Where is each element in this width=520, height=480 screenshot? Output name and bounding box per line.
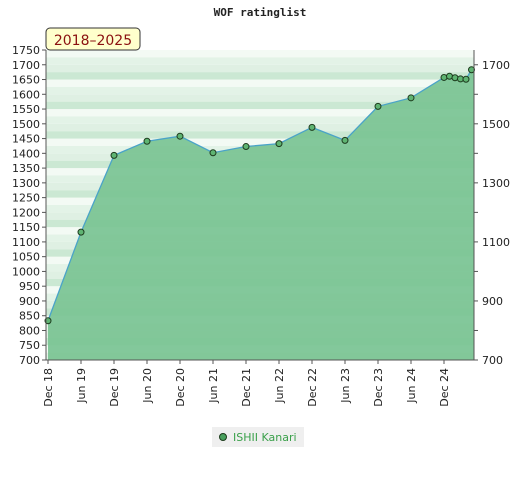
x-tick-label: Dec 22: [306, 368, 319, 407]
data-point: [176, 132, 184, 140]
y-tick-label-left: 750: [19, 339, 40, 352]
bg-band: [46, 50, 474, 58]
bg-band: [46, 138, 474, 146]
y-tick-label-left: 1250: [12, 192, 40, 205]
y-tick-label-left: 1300: [12, 177, 40, 190]
y-tick-label-left: 1400: [12, 147, 40, 160]
y-tick-label-left: 1150: [12, 221, 40, 234]
bg-band: [46, 86, 474, 95]
data-point: [462, 75, 470, 83]
y-tick-label-left: 1050: [12, 251, 40, 264]
y-tick-label-left: 1550: [12, 103, 40, 116]
y-tick-label-right: 1500: [482, 118, 510, 131]
y-tick-label-left: 1100: [12, 236, 40, 249]
x-tick-label: Dec 19: [108, 368, 121, 407]
data-point: [209, 149, 217, 157]
x-tick-label: Jun 19: [75, 368, 88, 404]
y-tick-label-left: 800: [19, 324, 40, 337]
data-point: [77, 228, 85, 236]
y-tick-label-left: 850: [19, 310, 40, 323]
x-tick-label: Dec 23: [372, 368, 385, 407]
bg-band: [46, 57, 474, 65]
y-tick-label-left: 700: [19, 354, 40, 367]
y-tick-label-right: 1300: [482, 177, 510, 190]
bg-band: [46, 101, 474, 110]
y-tick-label-left: 1600: [12, 88, 40, 101]
bg-band: [46, 123, 474, 132]
data-point: [275, 140, 283, 148]
x-tick-label: Dec 21: [240, 368, 253, 407]
y-tick-label-left: 1750: [12, 44, 40, 57]
x-tick-label: Jun 21: [207, 368, 220, 404]
data-point: [440, 73, 448, 81]
legend: ISHII Kanari: [212, 427, 304, 447]
x-tick-label: Jun 23: [339, 368, 352, 404]
y-tick-label-left: 1700: [12, 59, 40, 72]
bg-band: [46, 79, 474, 87]
data-point: [143, 137, 151, 145]
data-point: [110, 151, 118, 159]
y-tick-label-left: 1450: [12, 133, 40, 146]
y-tick-label-left: 1500: [12, 118, 40, 131]
y-tick-label-right: 900: [482, 295, 503, 308]
data-point: [308, 123, 316, 131]
y-tick-label-right: 1100: [482, 236, 510, 249]
bg-band: [46, 116, 474, 124]
x-tick-label: Jun 24: [405, 368, 418, 404]
bg-band: [46, 72, 474, 80]
bg-band: [46, 94, 474, 102]
y-tick-label-left: 1000: [12, 265, 40, 278]
legend-marker: [219, 433, 227, 441]
y-tick-label-left: 1350: [12, 162, 40, 175]
y-tick-label-left: 950: [19, 280, 40, 293]
data-point: [242, 143, 250, 151]
chart-title: WOF ratinglist: [213, 6, 307, 19]
y-tick-label-left: 900: [19, 295, 40, 308]
range-badge-text: 2018–2025: [54, 33, 132, 49]
y-tick-label-left: 1200: [12, 206, 40, 219]
x-tick-label: Jun 22: [273, 368, 286, 404]
x-tick-label: Dec 20: [174, 368, 187, 407]
bg-band: [46, 64, 474, 73]
data-point: [407, 94, 415, 102]
x-tick-label: Dec 24: [438, 368, 451, 407]
bg-band: [46, 131, 474, 139]
y-tick-label-right: 700: [482, 354, 503, 367]
x-tick-label: Jun 20: [141, 368, 154, 404]
x-tick-label: Dec 18: [42, 368, 55, 407]
y-tick-label-left: 1650: [12, 74, 40, 87]
data-point: [341, 136, 349, 144]
y-tick-label-right: 1700: [482, 59, 510, 72]
data-point: [374, 102, 382, 110]
bg-band: [46, 109, 474, 117]
data-point: [451, 74, 459, 82]
legend-label: ISHII Kanari: [233, 430, 297, 444]
range-badge: [45, 27, 141, 51]
series-area: [48, 69, 474, 361]
